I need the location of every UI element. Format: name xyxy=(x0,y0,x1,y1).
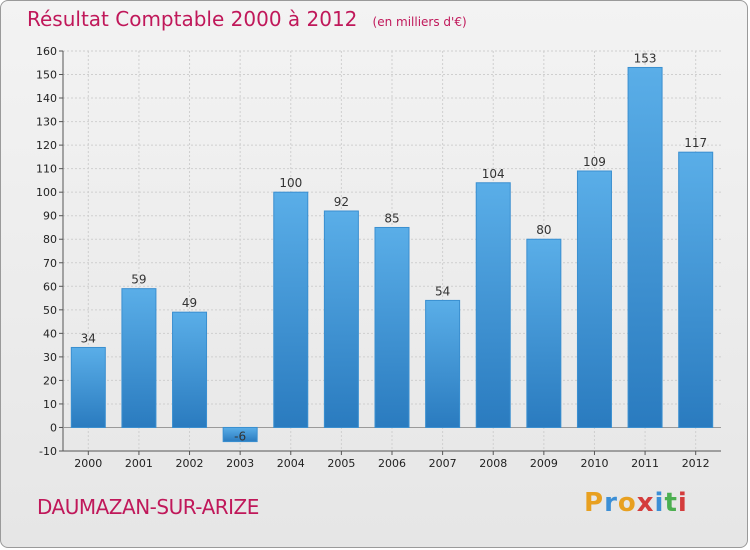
value-label-2008: 104 xyxy=(482,167,505,181)
y-tick-label: -10 xyxy=(39,445,57,458)
logo-letter: P xyxy=(584,488,605,518)
value-label-2009: 80 xyxy=(536,223,551,237)
x-tick-label-2003: 2003 xyxy=(226,457,254,470)
value-label-2012: 117 xyxy=(684,136,707,150)
y-tick-label: 70 xyxy=(43,257,57,270)
x-tick-label-2001: 2001 xyxy=(125,457,153,470)
x-tick-label-2000: 2000 xyxy=(74,457,102,470)
logo-letter: x xyxy=(636,488,655,518)
y-tick-label: 120 xyxy=(36,139,57,152)
y-tick-label: 80 xyxy=(43,233,57,246)
x-tick-labels: 2000 2001 2002 2003 2004 2005 2006 2007 2008 2009… xyxy=(74,457,709,470)
bar-2001 xyxy=(121,288,157,428)
value-label-2005: 92 xyxy=(334,195,349,209)
y-tick-label: 90 xyxy=(43,210,57,223)
bar-2007 xyxy=(425,299,461,428)
value-label-2001: 59 xyxy=(131,273,146,287)
value-label-2007: 54 xyxy=(435,284,450,298)
logo-letter: t xyxy=(664,488,678,518)
y-tick-label: 10 xyxy=(43,398,57,411)
bar-2005 xyxy=(323,210,359,428)
chart-title-main: Résultat Comptable 2000 à 2012 xyxy=(27,7,358,31)
value-label-2011: 153 xyxy=(634,51,657,65)
y-tick-label: 30 xyxy=(43,351,57,364)
x-tick-label-2012: 2012 xyxy=(682,457,710,470)
x-tick-label-2004: 2004 xyxy=(277,457,305,470)
y-tick-label: 130 xyxy=(36,116,57,129)
value-label-2000: 34 xyxy=(81,331,96,345)
x-tick-label-2005: 2005 xyxy=(327,457,355,470)
x-tick-label-2007: 2007 xyxy=(429,457,457,470)
bar-2002 xyxy=(172,311,208,428)
bar-2004 xyxy=(273,191,309,428)
value-label-2002: 49 xyxy=(182,296,197,310)
logo-letter: i xyxy=(677,488,688,518)
value-label-2004: 100 xyxy=(279,176,302,190)
commune-name: DAUMAZAN-SUR-ARIZE xyxy=(37,495,259,519)
bar-2011 xyxy=(627,66,663,428)
x-tick-label-2011: 2011 xyxy=(631,457,659,470)
y-tick-label: 0 xyxy=(50,421,57,434)
y-tick-label: 60 xyxy=(43,280,57,293)
bar-2009 xyxy=(526,238,562,428)
value-label-2010: 109 xyxy=(583,155,606,169)
y-tick-label: 150 xyxy=(36,69,57,82)
x-tick-label-2008: 2008 xyxy=(479,457,507,470)
y-tick-label: 20 xyxy=(43,374,57,387)
y-tick-label: 100 xyxy=(36,186,57,199)
y-tick-label: 110 xyxy=(36,163,57,176)
x-tick-label-2009: 2009 xyxy=(530,457,558,470)
chart-title-unit: (en milliers d'€) xyxy=(372,15,467,29)
bar-2012 xyxy=(678,151,714,428)
logo-letter: o xyxy=(617,488,637,518)
bar-2000 xyxy=(70,346,106,428)
x-tick-label-2002: 2002 xyxy=(176,457,204,470)
value-label-2003: -6 xyxy=(234,430,246,444)
logo-letter: i xyxy=(654,488,665,518)
x-tick-label-2006: 2006 xyxy=(378,457,406,470)
bar-2006 xyxy=(374,226,410,428)
logo-letter: r xyxy=(604,488,618,518)
bar-2010 xyxy=(576,170,612,428)
y-tick-label: 50 xyxy=(43,304,57,317)
proxiti-logo[interactable]: Proxiti xyxy=(584,488,688,518)
y-tick-label: 140 xyxy=(36,92,57,105)
bar-2003 xyxy=(222,426,258,443)
value-label-2006: 85 xyxy=(384,211,399,225)
chart-title: Résultat Comptable 2000 à 2012 (en milli… xyxy=(27,7,467,31)
bars xyxy=(70,66,714,443)
y-tick-label: 160 xyxy=(36,45,57,58)
y-tick-labels: -10 0 10 20 30 40 50 60 70 80 90 100 110 120 130 140 150… xyxy=(36,45,57,458)
y-tick-label: 40 xyxy=(43,327,57,340)
value-labels: 34 59 49 -6 100 92 85 54 104 80 109 153 117 xyxy=(81,51,707,443)
bar-2008 xyxy=(475,182,511,428)
x-tick-label-2010: 2010 xyxy=(580,457,608,470)
